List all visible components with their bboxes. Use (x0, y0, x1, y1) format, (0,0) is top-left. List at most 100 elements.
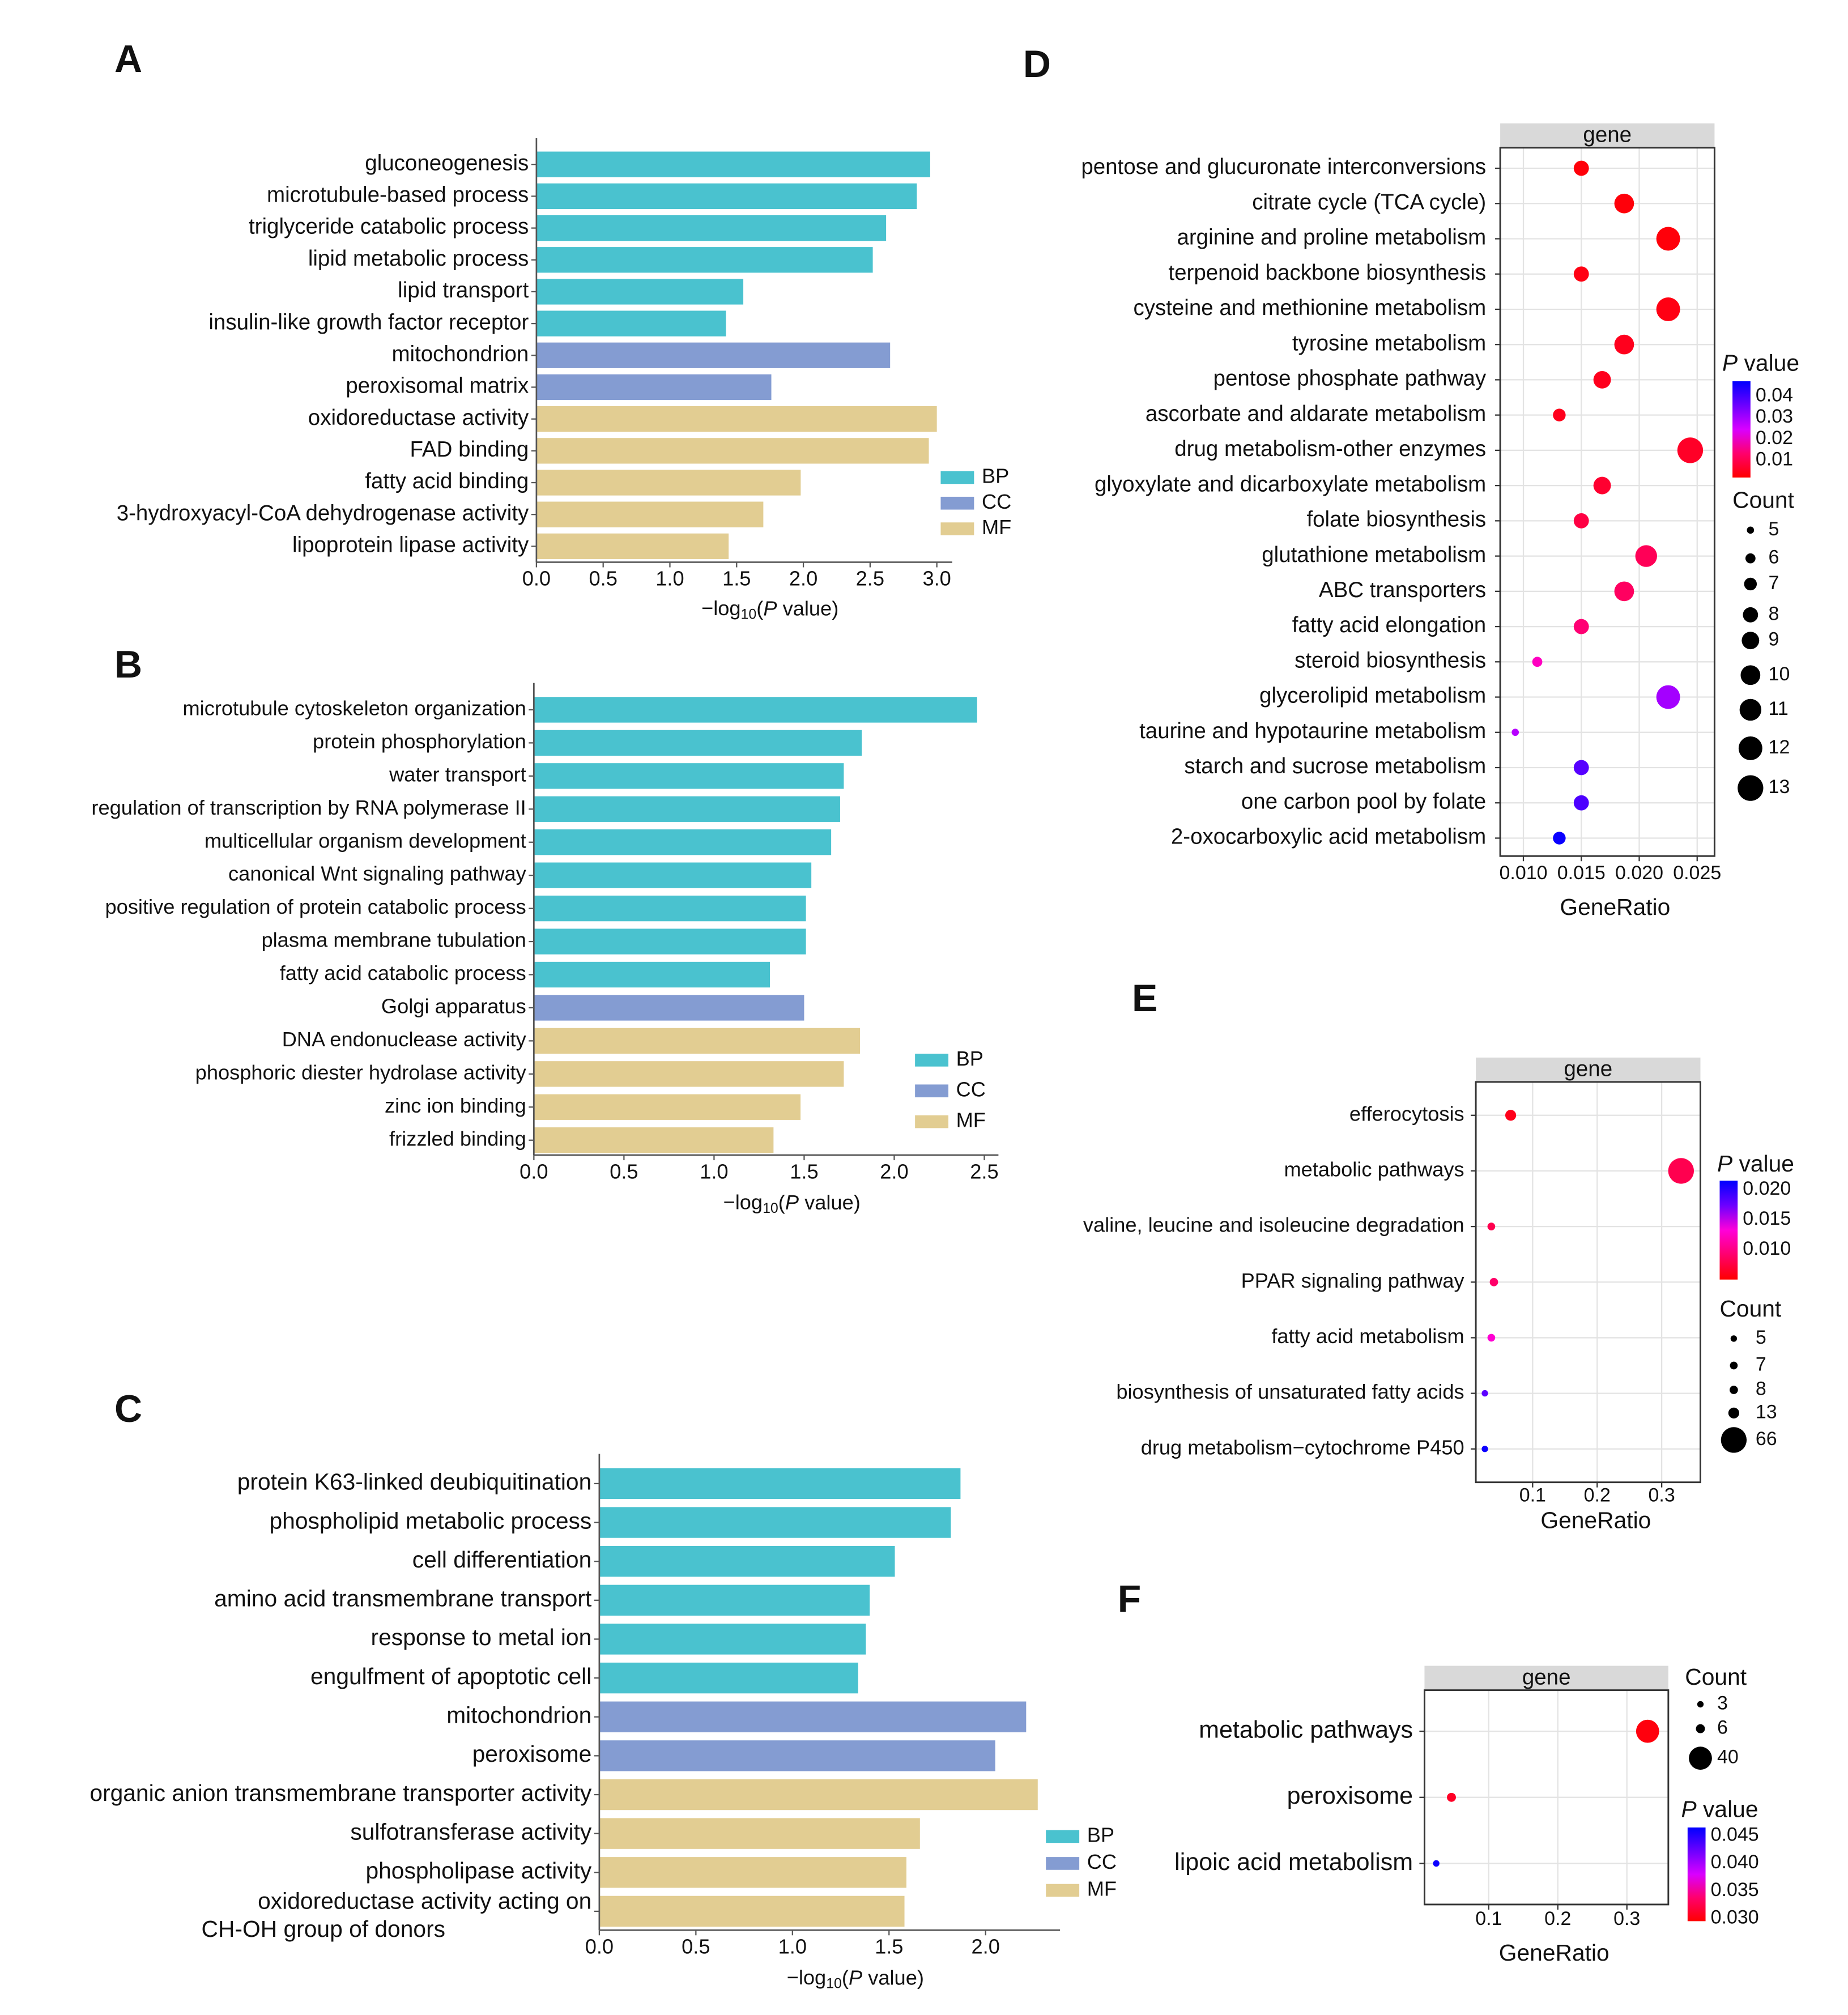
dot-D (1573, 160, 1589, 176)
dot-D (1677, 437, 1704, 463)
count-legend-dot (1730, 1335, 1738, 1342)
category-label: ABC transporters (1319, 578, 1486, 602)
bar-B (534, 1094, 801, 1120)
count-legend-label: 10 (1769, 663, 1790, 685)
panel-letter-E: E (1132, 977, 1157, 1020)
count-legend-dot (1696, 1724, 1705, 1733)
category-label: oxidoreductase activity (308, 406, 529, 430)
category-label: lipoic acid metabolism (1174, 1848, 1413, 1876)
dot-E (1487, 1334, 1496, 1342)
count-legend-dot (1744, 577, 1757, 591)
bar-C (599, 1740, 995, 1771)
bar-A (536, 470, 801, 496)
dot-D (1656, 227, 1680, 251)
category-label: lipid metabolic process (308, 246, 529, 271)
legend-label-BP: BP (1087, 1823, 1114, 1846)
x-axis-title: GeneRatio (1560, 894, 1670, 920)
bar-A (536, 247, 873, 273)
bar-C (599, 1701, 1027, 1732)
bar-B (534, 961, 770, 988)
category-label: insulin-like growth factor receptor (208, 310, 529, 334)
pvalue-colorbar (1719, 1181, 1738, 1280)
bar-B (534, 697, 977, 723)
count-legend-dot (1721, 1427, 1747, 1453)
x-axis-title: GeneRatio (1540, 1507, 1651, 1533)
category-label: fatty acid elongation (1292, 613, 1486, 637)
pvalue-tick-label: 0.015 (1743, 1208, 1791, 1229)
dot-E (1487, 1222, 1496, 1230)
category-label: arginine and proline metabolism (1177, 225, 1486, 250)
category-label: folate biosynthesis (1306, 508, 1486, 532)
legend-swatch-CC (940, 496, 974, 510)
facet-strip (1424, 1665, 1668, 1690)
bar-B (534, 796, 841, 822)
category-label: ascorbate and aldarate metabolism (1146, 402, 1486, 426)
legend-label-CC: CC (1087, 1850, 1117, 1873)
category-label: glutathione metabolism (1262, 543, 1486, 567)
legend-swatch-CC (915, 1084, 949, 1098)
count-legend-dot (1743, 607, 1758, 623)
x-tick-label: 0.1 (1475, 1908, 1502, 1929)
dot-D (1511, 729, 1519, 736)
category-label: protein phosphorylation (313, 730, 526, 753)
category-label: sulfotransferase activity (350, 1818, 592, 1844)
x-tick-label: 0.010 (1499, 862, 1547, 884)
bar-C (599, 1895, 905, 1927)
x-tick-label: 0.0 (520, 1160, 548, 1183)
x-tick-label: 0.2 (1584, 1485, 1611, 1506)
category-label: plasma membrane tubulation (261, 928, 526, 952)
x-tick-label: 1.5 (790, 1160, 818, 1183)
dot-D (1573, 619, 1589, 634)
bar-C (599, 1546, 895, 1577)
category-label: engulfment of apoptotic cell (310, 1663, 591, 1689)
category-label: peroxisome (1287, 1782, 1413, 1809)
bar-B (534, 995, 804, 1021)
bar-A (536, 183, 917, 210)
category-label: phospholipase activity (365, 1858, 591, 1884)
count-legend-dot (1741, 632, 1760, 650)
pvalue-tick-label: 0.010 (1743, 1238, 1791, 1259)
bar-B (534, 928, 806, 955)
bar-A (536, 501, 764, 527)
count-legend-label: 7 (1769, 572, 1779, 594)
category-label: pentose phosphate pathway (1213, 367, 1487, 391)
category-label: lipoprotein lipase activity (292, 533, 529, 557)
category-label: Golgi apparatus (381, 995, 526, 1018)
dot-D (1656, 685, 1680, 709)
bar-A (536, 374, 772, 401)
pvalue-legend-title: P value (1717, 1151, 1794, 1177)
legend-swatch-BP (915, 1054, 949, 1067)
x-tick-label: 0.5 (682, 1935, 710, 1958)
dot-E (1481, 1390, 1488, 1397)
category-label: 3-hydroxyacyl-CoA dehydrogenase activity (117, 501, 529, 525)
x-tick-label: 0.0 (522, 567, 551, 590)
facet-strip-label: gene (1583, 123, 1632, 147)
count-legend-title: Count (1732, 487, 1794, 513)
count-legend-dot (1747, 526, 1755, 534)
category-label: fatty acid metabolism (1271, 1324, 1464, 1348)
count-legend-label: 8 (1756, 1378, 1766, 1400)
dot-E (1668, 1158, 1694, 1184)
category-label: amino acid transmembrane transport (214, 1586, 592, 1612)
panel-letter-D: D (1023, 42, 1051, 86)
bar-A (536, 279, 744, 305)
count-legend-dot (1745, 553, 1756, 564)
pvalue-legend-title: P value (1722, 350, 1799, 376)
category-label: one carbon pool by folate (1241, 789, 1486, 813)
bar-C (599, 1624, 866, 1655)
dot-F (1433, 1860, 1440, 1867)
category-label: triglyceride catabolic process (249, 215, 529, 239)
category-label: protein K63-linked deubiquitination (237, 1469, 592, 1495)
bar-A (536, 406, 937, 432)
panel-border (1499, 147, 1715, 857)
x-tick-label: 0.015 (1557, 862, 1606, 884)
bar-B (534, 1127, 774, 1153)
dot-D (1614, 193, 1634, 214)
count-legend-label: 3 (1717, 1693, 1728, 1714)
bar-A (536, 438, 929, 464)
x-axis-title: −log10(P value) (701, 597, 838, 622)
x-tick-label: 1.0 (655, 567, 684, 590)
x-tick-label: 0.025 (1673, 862, 1721, 884)
category-label: pentose and glucuronate interconversions (1081, 155, 1486, 179)
